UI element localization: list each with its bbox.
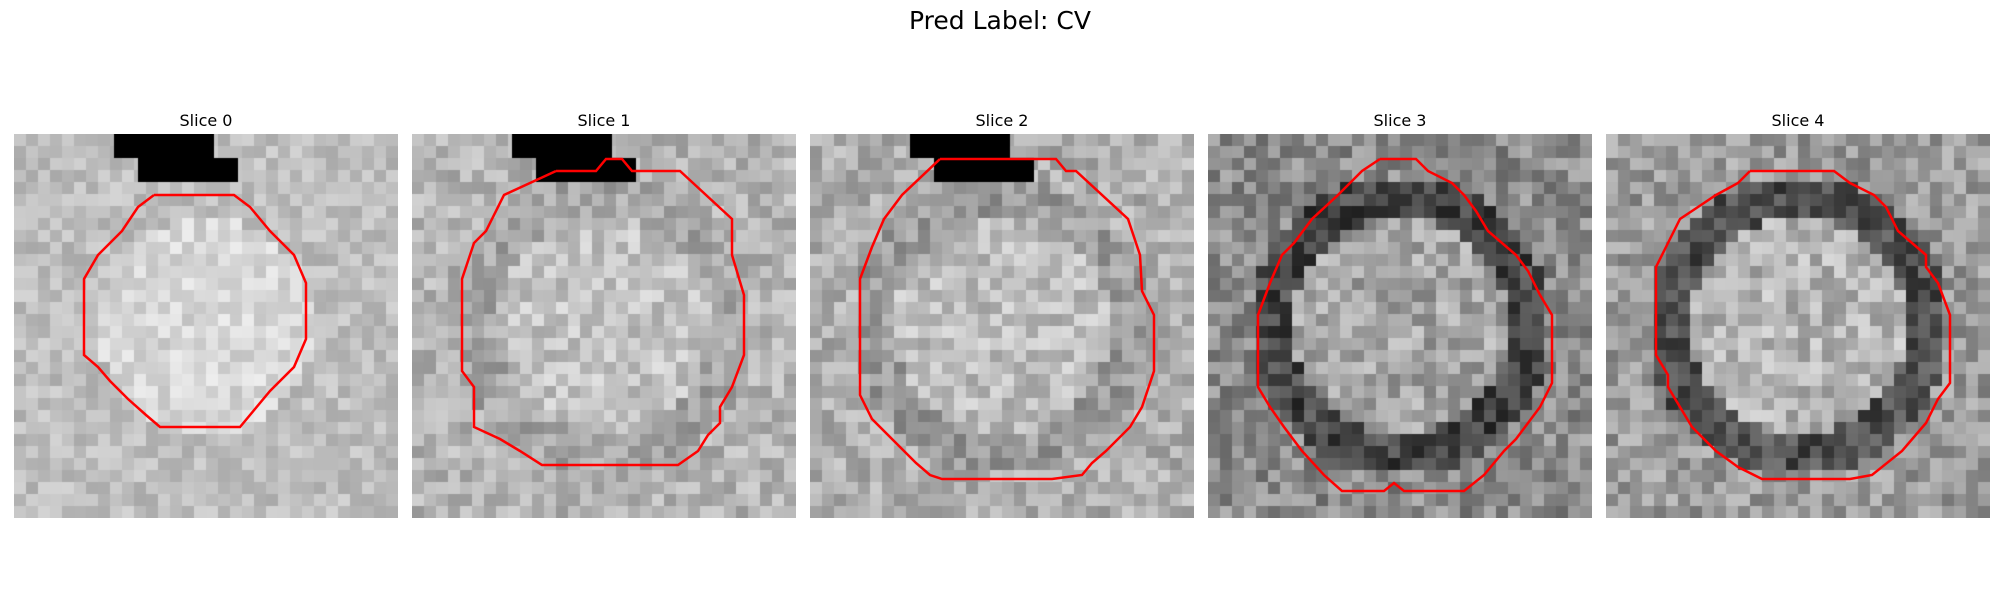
- slice-title: Slice 2: [975, 111, 1029, 130]
- slice-title: Slice 1: [577, 111, 631, 130]
- figure-title: Pred Label: CV: [909, 6, 1091, 35]
- slice-image: [14, 134, 398, 518]
- slice-title: Slice 0: [179, 111, 233, 130]
- slice-panel-0: Slice 0: [14, 108, 398, 518]
- slice-image: [810, 134, 1194, 518]
- slice-image: [1606, 134, 1990, 518]
- slice-panel-1: Slice 1: [412, 108, 796, 518]
- slice-panel-4: Slice 4: [1606, 108, 1990, 518]
- slice-title: Slice 4: [1771, 111, 1825, 130]
- slice-title: Slice 3: [1373, 111, 1427, 130]
- slice-image: [1208, 134, 1592, 518]
- slice-image: [412, 134, 796, 518]
- slice-panel-3: Slice 3: [1208, 108, 1592, 518]
- slice-panel-2: Slice 2: [810, 108, 1194, 518]
